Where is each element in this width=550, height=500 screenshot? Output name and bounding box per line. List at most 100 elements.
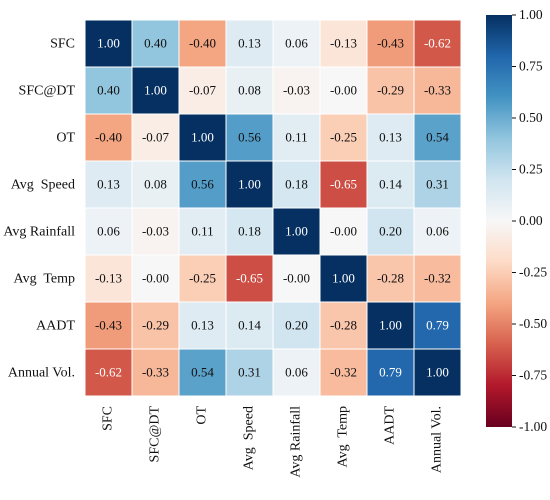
cell-value-label: 0.20 xyxy=(285,317,308,332)
cell-value-label: 0.08 xyxy=(238,82,261,97)
column-label: SFC xyxy=(101,406,116,431)
cell-value-label: 0.13 xyxy=(191,317,214,332)
heatmap-cell xyxy=(319,348,368,397)
heatmap-cell xyxy=(319,254,368,303)
heatmap-cell xyxy=(319,113,368,162)
heatmap-cell xyxy=(272,113,321,162)
cell-value-label: 0.31 xyxy=(426,176,449,191)
heatmap-cell xyxy=(225,66,274,115)
heatmap-cell xyxy=(131,113,180,162)
row-labels: SFC SFC@DT OT Avg Speed Avg Rainfall Avg Temp… xyxy=(3,37,75,381)
heatmap-cell xyxy=(178,254,227,303)
heatmap-cell xyxy=(319,19,368,68)
cell-value-label: 0.06 xyxy=(426,223,449,238)
colorbar-tick-label: -0.25 xyxy=(519,265,547,280)
row-label: Avg Rainfall xyxy=(3,225,75,240)
heatmap-cell xyxy=(225,113,274,162)
heatmap-cell xyxy=(225,160,274,209)
cell-value-label: 0.11 xyxy=(191,223,213,238)
heatmap-cell xyxy=(413,348,462,397)
heatmap-cell xyxy=(272,301,321,350)
cell-value-label: -0.25 xyxy=(330,129,357,144)
cell-value-label: 0.56 xyxy=(238,129,261,144)
cell-value-label: 0.79 xyxy=(426,317,449,332)
column-labels: SFC SFC@DT OT Avg Speed Avg Rainfall Avg Temp… xyxy=(101,406,445,478)
column-label: AADT xyxy=(383,406,398,445)
heatmap-cell xyxy=(225,348,274,397)
cell-value-label: 0.40 xyxy=(97,82,120,97)
cell-value-label: 0.06 xyxy=(285,35,308,50)
cell-value-label: -0.32 xyxy=(330,364,357,379)
cell-value-label: -0.00 xyxy=(330,223,357,238)
colorbar-tick-label: 0.25 xyxy=(519,162,543,177)
heatmap-cell xyxy=(84,19,133,68)
cell-value-label: 0.18 xyxy=(238,223,261,238)
cell-value-label: 0.11 xyxy=(285,129,307,144)
cell-value-label: 0.56 xyxy=(191,176,214,191)
cell-value-label: -0.28 xyxy=(377,270,404,285)
cell-value-label: 0.79 xyxy=(379,364,402,379)
cell-value-label: -0.07 xyxy=(142,129,170,144)
heatmap-cell xyxy=(272,254,321,303)
colorbar-gradient xyxy=(486,15,512,427)
heatmap-cell xyxy=(272,160,321,209)
cell-value-label: -0.13 xyxy=(330,35,357,50)
column-label: Avg Temp xyxy=(336,406,351,468)
heatmap-cell xyxy=(366,254,415,303)
cell-value-label: -0.00 xyxy=(142,270,169,285)
column-label: OT xyxy=(195,406,210,425)
cell-value-label: 0.31 xyxy=(238,364,261,379)
heatmap-cell xyxy=(131,19,180,68)
heatmap-cell xyxy=(178,348,227,397)
heatmap-cell xyxy=(84,301,133,350)
cell-value-label: -0.65 xyxy=(236,270,263,285)
cell-value-label: -0.62 xyxy=(95,364,122,379)
colorbar-tick-label: -0.50 xyxy=(519,316,547,331)
cell-value-label: -0.43 xyxy=(95,317,122,332)
cell-value-label: -0.40 xyxy=(95,129,122,144)
cell-value-label: -0.03 xyxy=(283,82,310,97)
cell-value-label: -0.28 xyxy=(330,317,357,332)
cell-value-label: 1.00 xyxy=(379,317,402,332)
heatmap-cell xyxy=(84,348,133,397)
heatmap-cell xyxy=(178,19,227,68)
colorbar-tick-label: -1.00 xyxy=(519,419,547,434)
heatmap-cell xyxy=(366,301,415,350)
cell-value-label: 0.13 xyxy=(97,176,120,191)
cell-value-label: 1.00 xyxy=(238,176,261,191)
colorbar-tick-label: -0.75 xyxy=(519,368,547,383)
colorbar: 1.00 0.75 0.50 0.25 0.00 -0.25 -0.50 -0.75 -1.00 xyxy=(486,7,547,434)
cell-value-label: 1.00 xyxy=(332,270,355,285)
cell-value-label: 1.00 xyxy=(97,35,120,50)
heatmap-cell xyxy=(366,207,415,256)
heatmap-cell xyxy=(272,207,321,256)
cell-value-label: -0.00 xyxy=(330,82,357,97)
heatmap-cell xyxy=(413,113,462,162)
heatmap-cell xyxy=(131,301,180,350)
cell-value-label: 0.54 xyxy=(191,364,214,379)
heatmap-cell xyxy=(413,207,462,256)
cell-value-label: 1.00 xyxy=(191,129,214,144)
cell-value-label: -0.32 xyxy=(424,270,451,285)
colorbar-tick-label: 1.00 xyxy=(519,7,543,22)
cell-value-label: -0.07 xyxy=(189,82,217,97)
column-label: Avg Rainfall xyxy=(289,406,304,478)
colorbar-tick-label: 0.50 xyxy=(519,110,543,125)
cell-value-label: 1.00 xyxy=(144,82,167,97)
heatmap-cell xyxy=(413,19,462,68)
cell-value-label: -0.00 xyxy=(283,270,310,285)
cell-value-label: 0.40 xyxy=(144,35,167,50)
cell-value-label: 0.20 xyxy=(379,223,402,238)
cell-value-label: -0.03 xyxy=(142,223,169,238)
cell-value-label: 0.06 xyxy=(285,364,308,379)
cell-value-label: -0.33 xyxy=(142,364,169,379)
heatmap-cell xyxy=(413,254,462,303)
heatmap-cell xyxy=(319,301,368,350)
row-label: OT xyxy=(56,131,75,146)
column-label: Avg Speed xyxy=(242,406,257,470)
heatmap-cell xyxy=(319,66,368,115)
heatmap-cell xyxy=(178,113,227,162)
column-label: Annual Vol. xyxy=(430,406,445,473)
heatmap-cell xyxy=(84,113,133,162)
